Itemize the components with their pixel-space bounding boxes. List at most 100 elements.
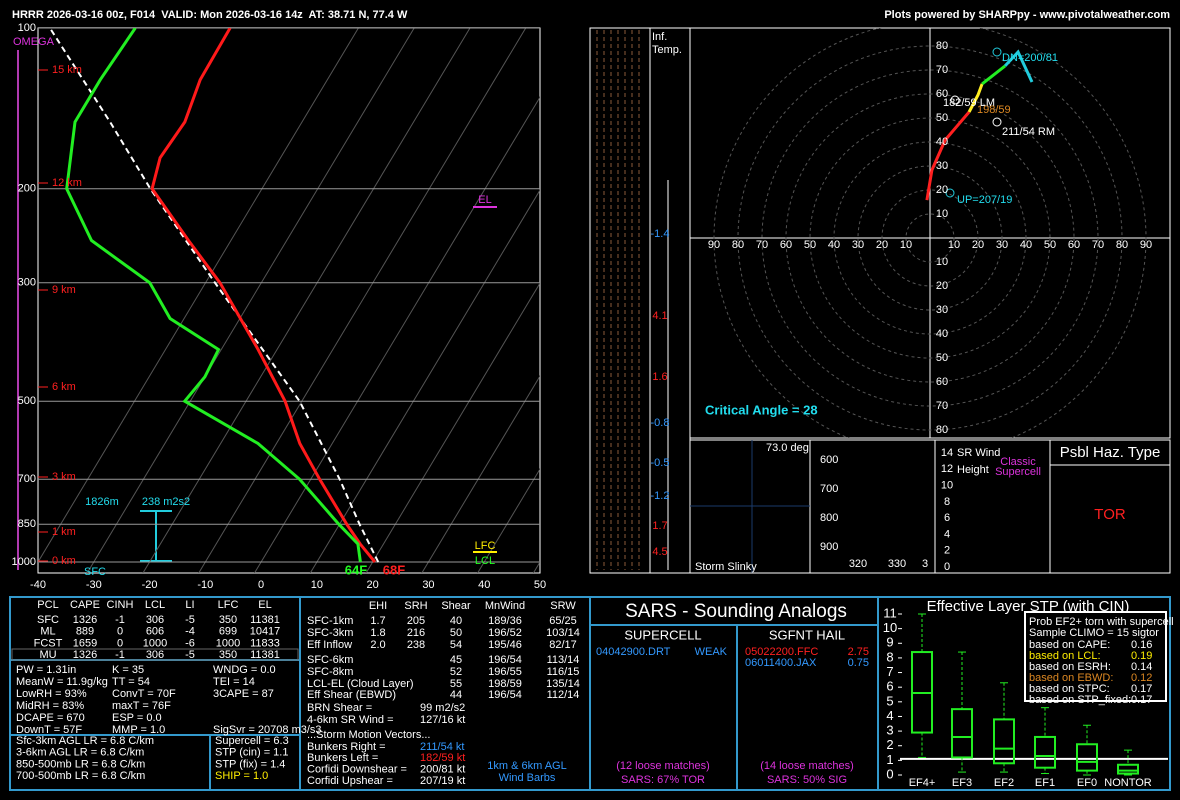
- srwind-tick: 6: [944, 512, 950, 524]
- lcl-label: LCL: [475, 555, 495, 567]
- advection-label: 1.6: [652, 371, 667, 383]
- index-value: ConvT = 70F: [112, 688, 176, 700]
- table-cell: 350: [219, 614, 237, 626]
- table-cell: 54: [450, 639, 462, 651]
- hodograph: [690, 28, 1170, 438]
- legend-value: 0.14: [1131, 661, 1152, 673]
- table-cell: 1000: [143, 637, 167, 649]
- ring-label: 70: [1092, 239, 1104, 251]
- srwind-label: SR Wind: [957, 447, 1000, 459]
- index-value: TT = 54: [112, 676, 150, 688]
- table-header: LFC: [218, 599, 239, 611]
- srwind-tick: 0: [944, 561, 950, 573]
- slinky-angle: 73.0 deg: [766, 442, 809, 454]
- sars-match: 2.75: [848, 646, 869, 658]
- y-tick-label: 700: [18, 473, 36, 485]
- y-tick-label: 6: [886, 679, 893, 694]
- legend-label: based on CAPE:: [1029, 639, 1110, 651]
- table-cell: 11381: [250, 649, 280, 661]
- table-cell: 112/14: [547, 689, 580, 701]
- index-value: MidRH = 83%: [16, 700, 84, 712]
- row-label: Corfidi Downshear =: [307, 764, 407, 776]
- x-tick-label: 0: [258, 579, 264, 591]
- ring-label: 60: [936, 88, 948, 100]
- table-cell: -5: [185, 614, 195, 626]
- el-label: EL: [478, 194, 491, 206]
- legend-value: 0.17: [1131, 683, 1152, 695]
- hodo-trace: [1004, 49, 1034, 83]
- sars-header: SGFNT HAIL: [769, 627, 845, 642]
- height-label: 0 km: [52, 555, 76, 567]
- index-value: maxT = 76F: [112, 700, 171, 712]
- sars-match: WEAK: [695, 646, 728, 658]
- legend-label: based on ESRH:: [1029, 661, 1111, 673]
- height-label: 9 km: [52, 284, 76, 296]
- table-cell: 52: [450, 666, 462, 678]
- box: [1076, 743, 1098, 772]
- index-value: ESP = 0.0: [112, 712, 162, 724]
- ring-label: 10: [936, 256, 948, 268]
- table-cell: -4: [185, 626, 195, 638]
- table-header: PCL: [37, 599, 58, 611]
- row-label: Eff Inflow: [307, 639, 352, 651]
- ring-label: 50: [936, 352, 948, 364]
- hodo-ring: [833, 141, 1027, 335]
- sars-summary: SARS: 67% TOR: [621, 774, 705, 786]
- table-cell: 1.7: [370, 615, 385, 627]
- table-cell: -5: [185, 649, 195, 661]
- table-cell: ML: [40, 626, 55, 638]
- sfc-temperature: 68F: [383, 562, 405, 577]
- y-tick-label: 11: [883, 605, 897, 620]
- srwind-tick: 14: [941, 447, 953, 459]
- table-cell: 238: [407, 639, 425, 651]
- sars-match: 04042900.DRT: [596, 646, 671, 658]
- table-cell: 196/52: [488, 627, 522, 639]
- barbs-caption: Wind Barbs: [499, 772, 556, 784]
- advection-label: 4.1: [652, 310, 667, 322]
- slinky-title: Storm Slinky: [695, 561, 757, 573]
- legend-value: 0.12: [1131, 672, 1152, 684]
- x-tick-label: 40: [478, 579, 490, 591]
- hazard-type: TOR: [1094, 506, 1126, 523]
- box: [1034, 735, 1056, 769]
- ring-label: 20: [876, 239, 888, 251]
- hodo-ring: [857, 165, 1003, 311]
- hodo-ring: [713, 28, 1147, 438]
- srwind-tick: 4: [944, 528, 950, 540]
- table-cell: 135/14: [546, 678, 580, 690]
- box: [993, 718, 1015, 765]
- height-label: 1 km: [52, 526, 76, 538]
- row-label: LCL-EL (Cloud Layer): [307, 678, 414, 690]
- index-value: PW = 1.31in: [16, 664, 76, 676]
- index-value: SigSvr = 20708 m3/s3: [213, 724, 322, 736]
- row-value: 211/54 kt: [420, 741, 464, 753]
- lfc-label: LFC: [475, 540, 496, 552]
- table-cell: 2.0: [370, 639, 385, 651]
- legend-title: Sample CLIMO = 15 sigtor: [1029, 627, 1159, 639]
- isotherm: [198, 28, 527, 573]
- index-value: 3CAPE = 87: [213, 688, 274, 700]
- composite-index: STP (fix) = 1.4: [215, 758, 285, 770]
- hodo-trace: [967, 83, 984, 113]
- effective-inflow-bracket: [140, 510, 172, 562]
- row-label: Bunkers Right =: [307, 741, 386, 753]
- row-label: Corfidi Upshear =: [307, 775, 393, 787]
- table-cell: -1: [115, 649, 125, 661]
- table-cell: 889: [76, 626, 94, 638]
- table-cell: 1.8: [370, 627, 385, 639]
- legend-label: based on EBWD:: [1029, 672, 1113, 684]
- legend-value: 0.19: [1131, 650, 1152, 662]
- row-label: BRN Shear =: [307, 702, 372, 714]
- x-tick-label: -10: [197, 579, 213, 591]
- thermal-column-grid: [596, 30, 640, 570]
- legend-box: [1024, 611, 1167, 702]
- table-cell: 306: [146, 649, 164, 661]
- index-value: TEI = 14: [213, 676, 255, 688]
- ring-label: 80: [732, 239, 744, 251]
- thetae-tick: 900: [820, 541, 838, 553]
- mu-row-highlight: [11, 648, 299, 661]
- bottom-frames: [9, 596, 1171, 791]
- table-cell: 113/14: [547, 654, 580, 666]
- x-tick-label: 30: [422, 579, 434, 591]
